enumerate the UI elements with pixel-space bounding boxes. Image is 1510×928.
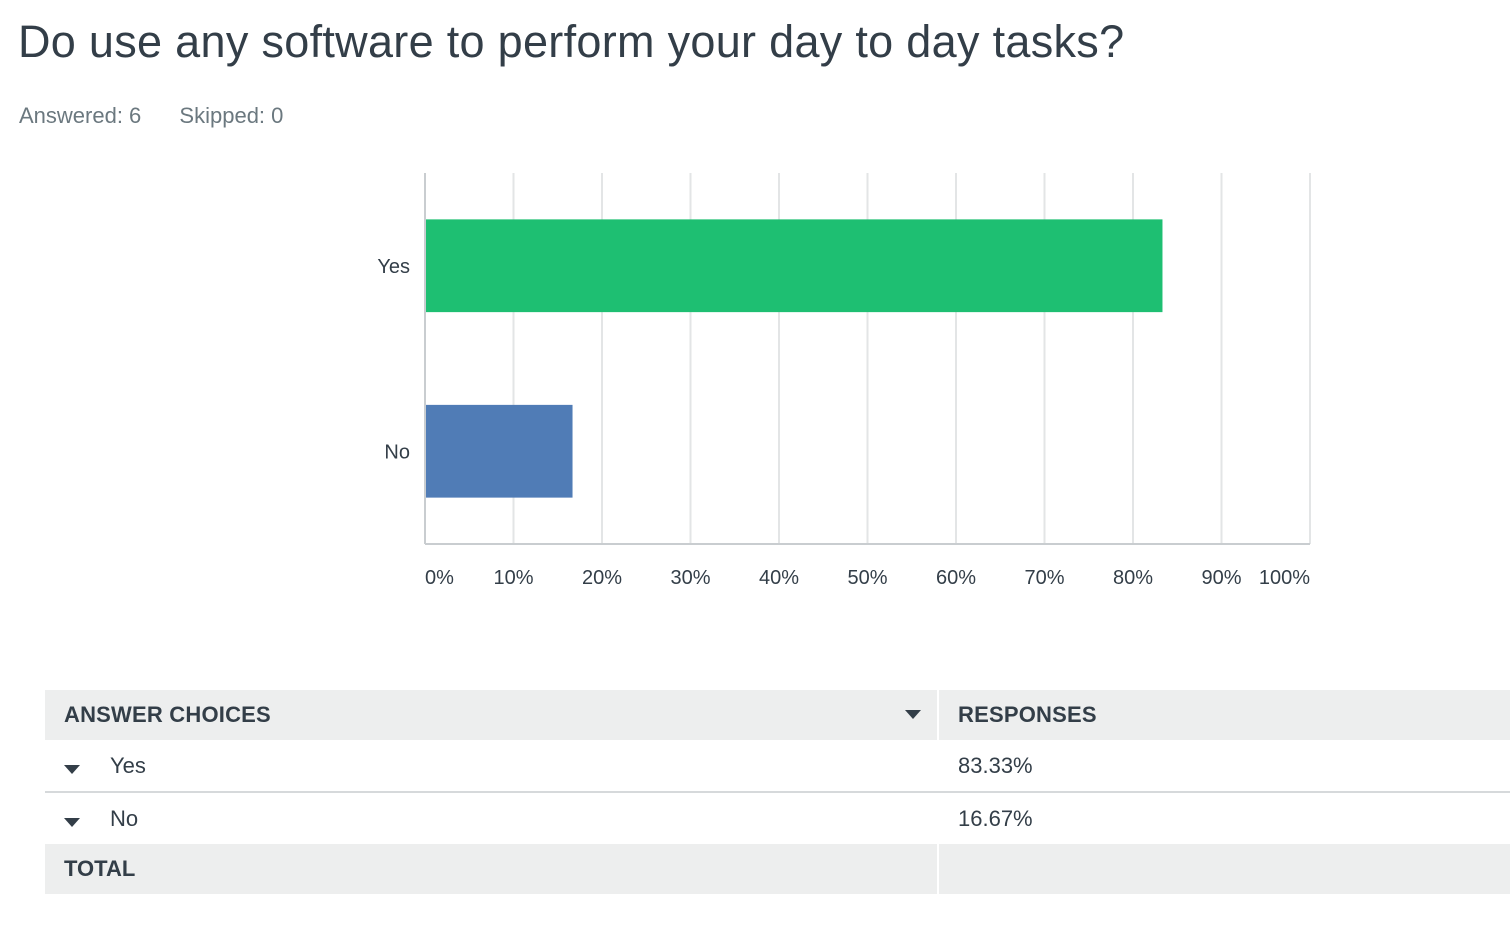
response-value: 16.67%: [958, 805, 1033, 831]
bar-no[interactable]: [425, 404, 573, 498]
total-row: TOTAL: [45, 844, 1510, 894]
table-row: No 16.67%: [45, 792, 1510, 844]
x-tick-label: 80%: [1113, 567, 1153, 589]
category-label: Yes: [377, 256, 410, 278]
skipped-count: Skipped: 0: [179, 103, 284, 128]
x-tick-label: 30%: [670, 567, 710, 589]
sort-down-icon[interactable]: [905, 710, 921, 719]
table-header: ANSWER CHOICES RESPONSES: [45, 690, 1510, 740]
bar-yes[interactable]: [425, 219, 1163, 313]
chart-labels: 0% 10% 20% 30% 40% 50% 60% 70% 80% 90% 100% Yes No: [377, 256, 1310, 589]
x-tick-label: 40%: [759, 567, 799, 589]
x-tick-label: 90%: [1201, 567, 1241, 589]
choice-cell: Yes: [45, 740, 939, 793]
x-tick-label: 70%: [1024, 567, 1064, 589]
page-title: Do use any software to perform your day …: [18, 16, 1125, 67]
choice-label: Yes: [110, 752, 146, 778]
total-label: TOTAL: [45, 844, 939, 894]
responses-header[interactable]: RESPONSES: [938, 690, 1510, 740]
answered-count: Answered: 6: [19, 103, 142, 128]
chart-bars: [425, 219, 1163, 498]
expand-caret-icon[interactable]: [64, 818, 80, 827]
x-tick-label: 100%: [1259, 567, 1310, 589]
bar-chart: 0% 10% 20% 30% 40% 50% 60% 70% 80% 90% 100% Yes No: [377, 173, 1311, 589]
x-tick-label: 0%: [425, 567, 454, 589]
response-stats: Answered: 6 Skipped: 0: [19, 103, 283, 129]
expand-caret-icon[interactable]: [64, 765, 80, 774]
choice-cell: No: [45, 792, 939, 844]
x-tick-label: 10%: [493, 567, 533, 589]
results-table: ANSWER CHOICES RESPONSES Yes 83.33% No 1…: [45, 690, 1510, 894]
response-value: 83.33%: [938, 740, 1510, 793]
total-value: [938, 844, 1510, 894]
chart-axes: [424, 173, 1310, 545]
x-tick-label: 60%: [936, 567, 976, 589]
x-tick-label: 20%: [582, 567, 622, 589]
answer-choices-label: ANSWER CHOICES: [64, 702, 271, 727]
responses-label: RESPONSES: [958, 702, 1097, 727]
category-label: No: [384, 441, 410, 463]
answer-choices-header[interactable]: ANSWER CHOICES: [45, 690, 939, 740]
x-tick-label: 50%: [847, 567, 887, 589]
choice-label: No: [110, 805, 139, 831]
table-row: Yes 83.33%: [45, 740, 1510, 793]
